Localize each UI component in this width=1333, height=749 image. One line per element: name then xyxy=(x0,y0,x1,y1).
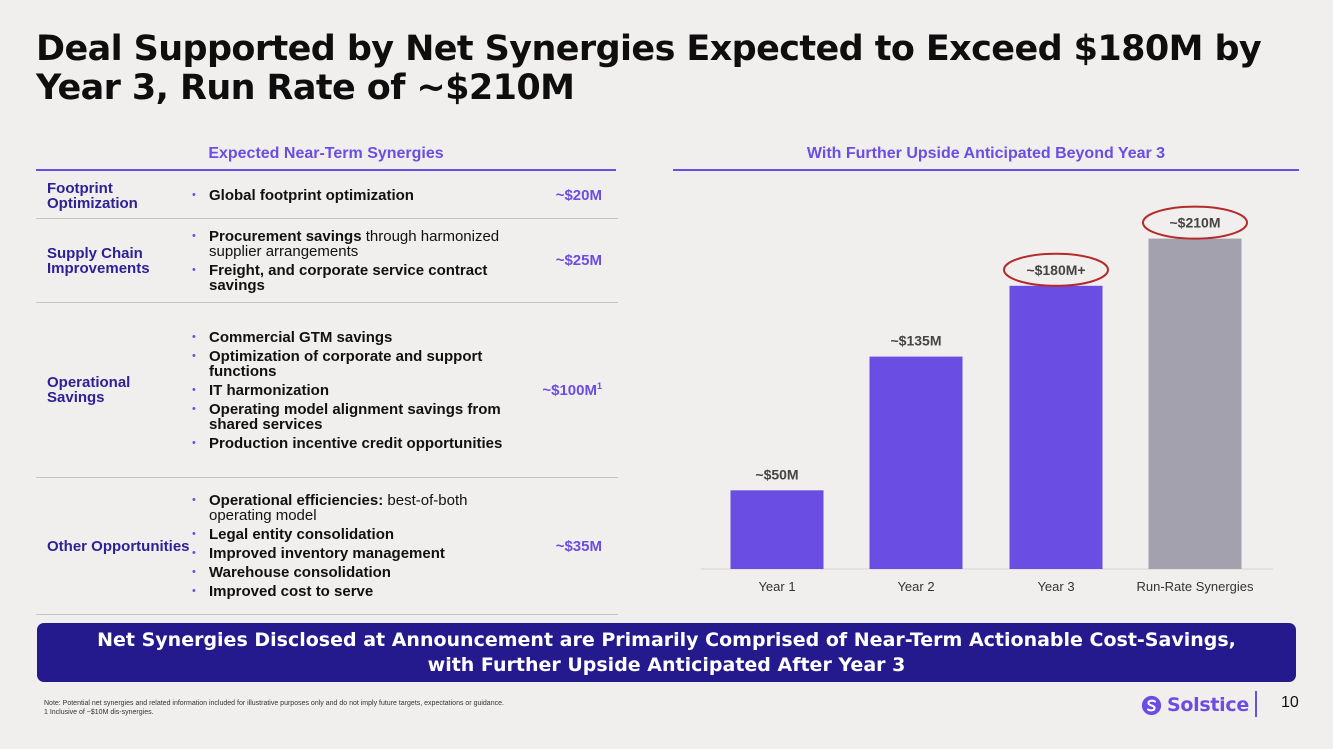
upside-heading: With Further Upside Anticipated Beyond Y… xyxy=(673,145,1299,171)
synergy-item: Freight, and corporate service contract … xyxy=(190,263,520,293)
synergy-item: Production incentive credit opportunitie… xyxy=(190,436,520,451)
data-label: ~$210M xyxy=(1170,215,1221,231)
data-label: ~$50M xyxy=(755,466,798,482)
synergy-category: Footprint Optimization xyxy=(47,179,138,212)
footnote-note: Note: Potential net synergies and relate… xyxy=(44,700,504,707)
summary-banner: Net Synergies Disclosed at Announcement … xyxy=(37,623,1296,682)
category-label: Year 2 xyxy=(897,579,934,594)
synergy-item: Global footprint optimization xyxy=(190,188,520,203)
synergy-value: ~$25M xyxy=(555,252,602,269)
synergy-category: Other Opportunities xyxy=(47,537,190,555)
synergy-item: Optimization of corporate and support fu… xyxy=(190,349,520,379)
near-term-synergies-heading: Expected Near-Term Synergies xyxy=(36,145,616,171)
solstice-logo-icon xyxy=(1141,695,1162,715)
footnote-marker: 1 xyxy=(596,381,602,391)
bar xyxy=(1009,285,1103,569)
synergy-items: Global footprint optimization xyxy=(190,180,520,211)
bar xyxy=(1148,238,1242,569)
highlight-circle xyxy=(1003,252,1109,287)
data-label: ~$180M+ xyxy=(1026,262,1085,278)
banner-line-1: Net Synergies Disclosed at Announcement … xyxy=(97,629,1236,651)
synergy-item: Commercial GTM savings xyxy=(190,330,520,345)
synergy-row-supply-chain: Supply Chain Improvements Procurement sa… xyxy=(36,219,618,303)
synergy-item: Legal entity consolidation xyxy=(190,527,520,542)
synergy-items: Operational efficiencies: best-of-both o… xyxy=(190,485,520,607)
solstice-logo: Solstice xyxy=(1141,690,1249,720)
synergy-item: Operating model alignment savings from s… xyxy=(190,402,520,432)
chart-svg: ~$50M Year 1 ~$135M Year 2 ~$180M+ Year 3 ~$21… xyxy=(701,205,1273,594)
bar xyxy=(730,490,824,569)
synergy-item: Improved cost to serve xyxy=(190,584,520,599)
bar xyxy=(869,356,963,569)
footnote-1: 1 Inclusive of ~$10M dis-synergies. xyxy=(44,709,154,716)
synergy-item: IT harmonization xyxy=(190,383,520,398)
synergy-item: Improved inventory management xyxy=(190,546,520,561)
category-label: Year 3 xyxy=(1037,579,1074,594)
synergy-category: Operational Savings xyxy=(47,374,131,406)
synergy-value: ~$100M1 xyxy=(542,381,602,399)
banner-line-2: with Further Upside Anticipated After Ye… xyxy=(427,654,906,676)
data-label: ~$135M xyxy=(891,333,942,349)
synergy-row-footprint: Footprint Optimization Global footprint … xyxy=(36,173,618,219)
synergy-bar-chart: ~$50M Year 1 ~$135M Year 2 ~$180M+ Year 3 ~$21… xyxy=(673,175,1299,605)
page-number: 10 xyxy=(1281,694,1299,711)
category-label: Run-Rate Synergies xyxy=(1136,579,1254,594)
synergies-table: Footprint Optimization Global footprint … xyxy=(36,173,618,615)
synergy-category: Supply Chain Improvements xyxy=(47,244,150,277)
synergy-items: Commercial GTM savings Optimization of c… xyxy=(190,322,520,459)
brand-name: Solstice xyxy=(1167,694,1249,716)
page-title: Deal Supported by Net Synergies Expected… xyxy=(36,29,1262,108)
synergy-item: Warehouse consolidation xyxy=(190,565,520,580)
synergy-items: Procurement savings through harmonized s… xyxy=(190,221,520,301)
highlight-circle xyxy=(1142,205,1248,240)
footnote: Note: Potential net synergies and relate… xyxy=(44,699,944,717)
category-label: Year 1 xyxy=(758,579,795,594)
synergy-value: ~$20M xyxy=(555,187,602,204)
synergy-item: Procurement savings through harmonized s… xyxy=(190,229,520,259)
logo-divider xyxy=(1255,691,1257,717)
synergy-item: Operational efficiencies: best-of-both o… xyxy=(190,493,520,523)
synergy-row-operational: Operational Savings Commercial GTM savin… xyxy=(36,303,618,478)
synergy-row-other: Other Opportunities Operational efficien… xyxy=(36,478,618,615)
synergy-value: ~$35M xyxy=(555,537,602,555)
